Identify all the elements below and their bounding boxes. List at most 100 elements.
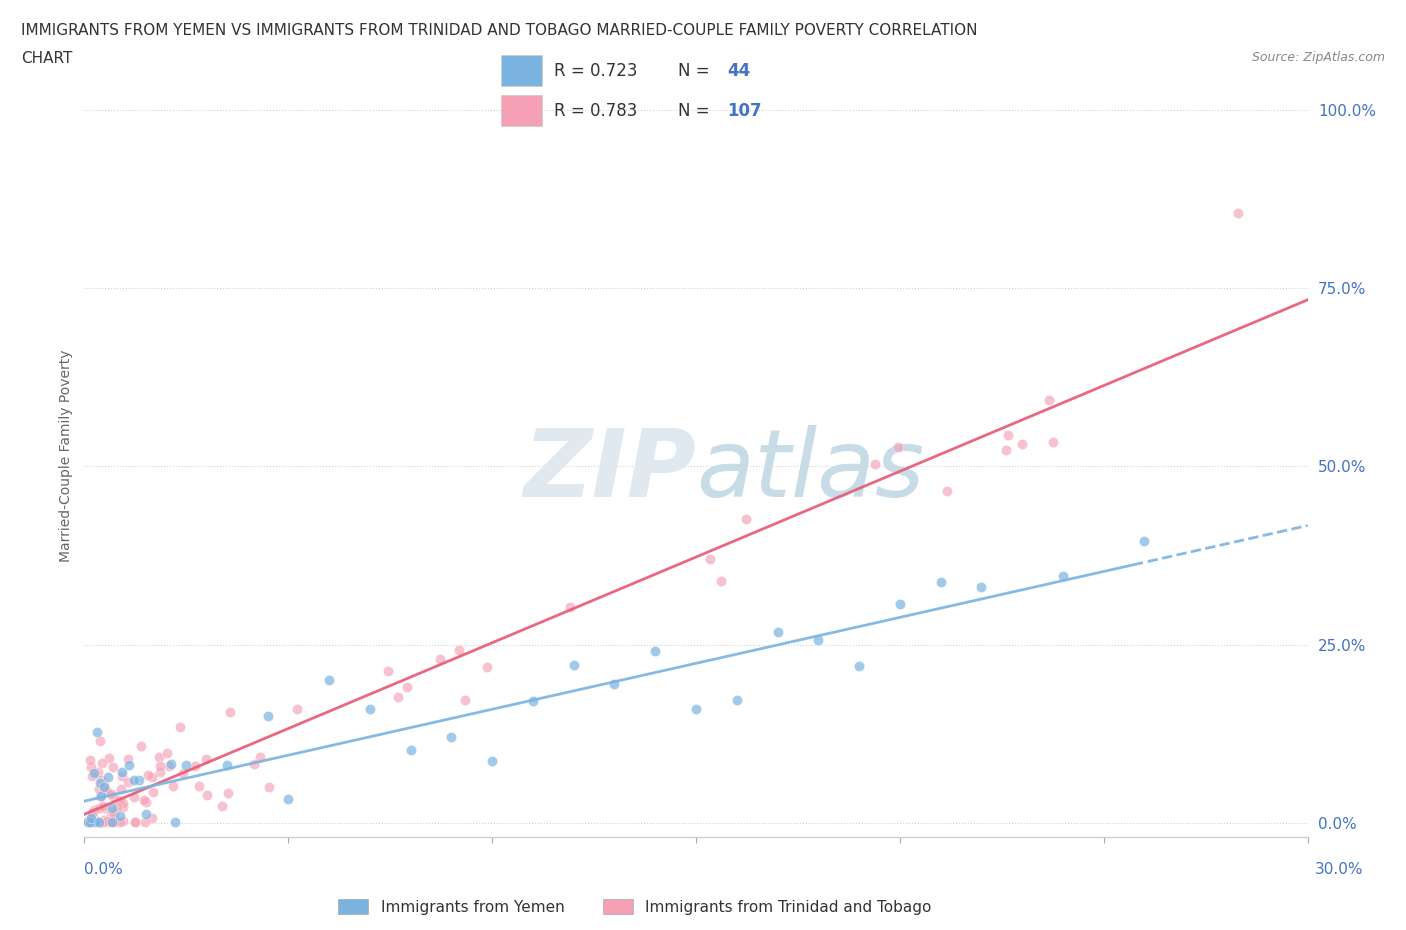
Point — [122, 790, 145, 804]
Point — [117, 774, 139, 789]
Point — [80, 807, 103, 822]
Point — [87, 764, 110, 779]
Point — [79, 815, 101, 830]
Point — [90, 772, 112, 787]
Point — [79, 810, 101, 825]
Point — [685, 701, 707, 716]
Point — [188, 778, 211, 793]
Point — [243, 756, 266, 771]
Point — [644, 644, 666, 658]
Point — [77, 814, 100, 829]
Point — [101, 789, 124, 804]
Point — [936, 484, 959, 498]
Point — [766, 625, 789, 640]
Point — [1227, 206, 1250, 220]
Text: 107: 107 — [727, 102, 762, 120]
Point — [174, 758, 197, 773]
Point — [997, 428, 1019, 443]
Point — [80, 815, 103, 830]
Text: N =: N = — [678, 102, 709, 120]
Point — [103, 806, 125, 821]
Point — [87, 815, 110, 830]
Point — [162, 779, 184, 794]
Point — [135, 794, 157, 809]
Point — [558, 599, 581, 614]
Point — [97, 769, 120, 784]
Point — [105, 799, 128, 814]
Point — [399, 742, 422, 757]
Point — [447, 643, 470, 658]
Point — [79, 815, 101, 830]
Point — [387, 689, 409, 704]
Point — [77, 815, 100, 830]
Point — [257, 709, 280, 724]
Point — [77, 815, 100, 830]
Point — [699, 551, 721, 566]
Point — [172, 765, 194, 780]
Point — [318, 672, 340, 687]
Point — [101, 804, 124, 818]
Point — [197, 788, 219, 803]
Point — [87, 815, 110, 830]
Point — [79, 753, 101, 768]
Point — [848, 658, 870, 673]
Point — [90, 815, 112, 830]
Point — [1042, 434, 1064, 449]
Point — [112, 799, 135, 814]
Point — [77, 815, 100, 830]
Point — [217, 786, 239, 801]
Point — [111, 768, 134, 783]
Point — [396, 680, 419, 695]
Point — [93, 777, 115, 792]
Point — [141, 811, 163, 826]
Point — [157, 759, 180, 774]
Point — [108, 792, 131, 807]
FancyBboxPatch shape — [502, 95, 541, 126]
Point — [108, 815, 131, 830]
Point — [110, 781, 132, 796]
Point — [87, 801, 110, 816]
Point — [94, 783, 117, 798]
Point — [80, 760, 103, 775]
Text: 44: 44 — [727, 62, 751, 80]
Point — [195, 751, 218, 766]
Point — [149, 759, 172, 774]
Point — [91, 755, 114, 770]
Point — [359, 701, 381, 716]
Text: CHART: CHART — [21, 51, 73, 66]
Point — [93, 801, 115, 816]
Point — [562, 658, 585, 672]
Point — [1011, 437, 1033, 452]
Point — [100, 814, 122, 829]
Point — [929, 575, 952, 590]
Point — [83, 765, 105, 780]
Point — [100, 815, 122, 830]
Point — [440, 729, 463, 744]
Point — [429, 652, 451, 667]
Point — [100, 786, 122, 801]
Point — [86, 814, 108, 829]
FancyBboxPatch shape — [502, 56, 541, 86]
Point — [91, 815, 114, 830]
Point — [77, 815, 100, 830]
Point — [149, 764, 172, 779]
Point — [111, 764, 134, 779]
Point — [89, 815, 111, 830]
Point — [887, 440, 910, 455]
Point — [77, 815, 100, 830]
Point — [97, 815, 120, 830]
Point — [82, 804, 104, 819]
Point — [136, 767, 159, 782]
Point — [118, 758, 141, 773]
Point — [159, 756, 181, 771]
Point — [110, 809, 132, 824]
Point — [277, 791, 299, 806]
Point — [603, 677, 626, 692]
Point — [82, 769, 104, 784]
Y-axis label: Married-Couple Family Poverty: Married-Couple Family Poverty — [59, 350, 73, 562]
Point — [211, 799, 233, 814]
Text: 0.0%: 0.0% — [84, 862, 124, 877]
Point — [725, 693, 748, 708]
Point — [96, 784, 118, 799]
Point — [100, 806, 122, 821]
